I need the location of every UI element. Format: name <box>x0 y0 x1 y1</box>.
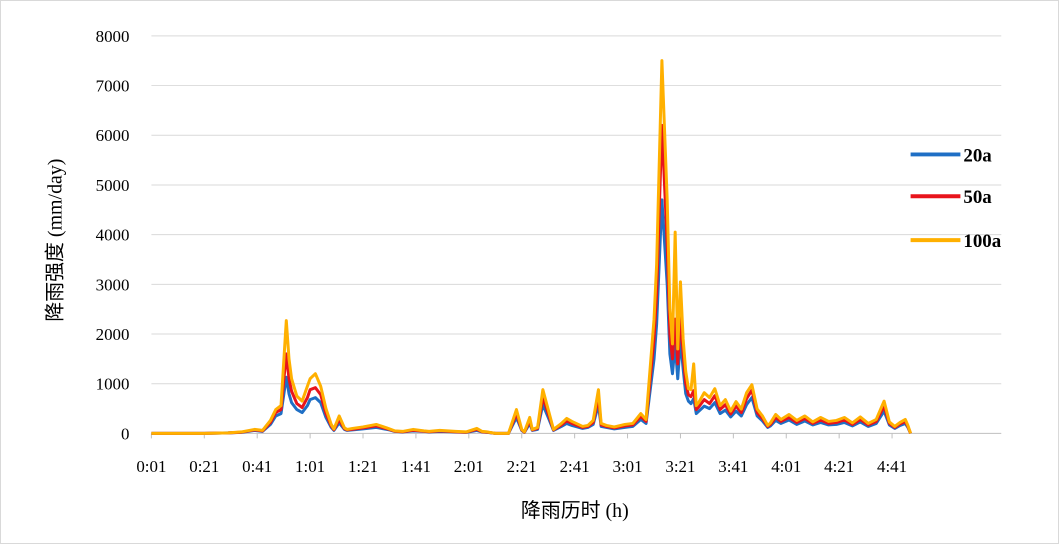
x-tick-label: 2:01 <box>454 457 484 476</box>
x-tick-label: 0:21 <box>189 457 219 476</box>
y-axis-ticks: 0 1000 2000 3000 4000 5000 6000 7000 8000 <box>96 27 130 444</box>
series-lines <box>151 59 913 435</box>
x-tick-label: 2:21 <box>507 457 537 476</box>
x-tick-label: 0:01 <box>136 457 166 476</box>
x-tick-label: 4:41 <box>877 457 907 476</box>
x-tick-label: 1:41 <box>401 457 431 476</box>
y-tick-label: 1000 <box>96 375 130 394</box>
legend-label-100a: 100a <box>963 231 1001 252</box>
x-tick-label: 2:41 <box>560 457 590 476</box>
x-tick-label: 3:21 <box>665 457 695 476</box>
y-tick-label: 8000 <box>96 27 130 46</box>
series-line-100a <box>151 59 913 435</box>
legend: 20a 50a 100a <box>910 145 1002 252</box>
legend-label-50a: 50a <box>963 187 992 208</box>
y-tick-label: 7000 <box>96 77 130 96</box>
y-tick-label: 5000 <box>96 176 130 195</box>
x-tick-label: 3:01 <box>612 457 642 476</box>
x-axis-title: 降雨历时 (h) <box>521 499 629 522</box>
y-tick-label: 6000 <box>96 126 130 145</box>
x-tick-label: 1:01 <box>295 457 325 476</box>
x-tick-label: 3:41 <box>718 457 748 476</box>
x-tick-label: 1:21 <box>348 457 378 476</box>
series-line-50a <box>151 123 912 435</box>
legend-label-20a: 20a <box>963 145 992 166</box>
x-tick-label: 4:21 <box>824 457 854 476</box>
x-axis-ticks: 0:01 0:21 0:41 1:01 1:21 1:41 2:01 2:21 2:41 3:01… <box>136 433 907 476</box>
x-tick-label: 0:41 <box>242 457 272 476</box>
y-tick-label: 0 <box>121 424 129 443</box>
y-tick-label: 4000 <box>96 226 130 245</box>
x-tick-label: 4:01 <box>771 457 801 476</box>
y-tick-label: 2000 <box>96 325 130 344</box>
y-axis-title: 降雨强度 (mm/day) <box>44 159 67 322</box>
grid-lines <box>151 35 1002 385</box>
y-tick-label: 3000 <box>96 275 130 294</box>
